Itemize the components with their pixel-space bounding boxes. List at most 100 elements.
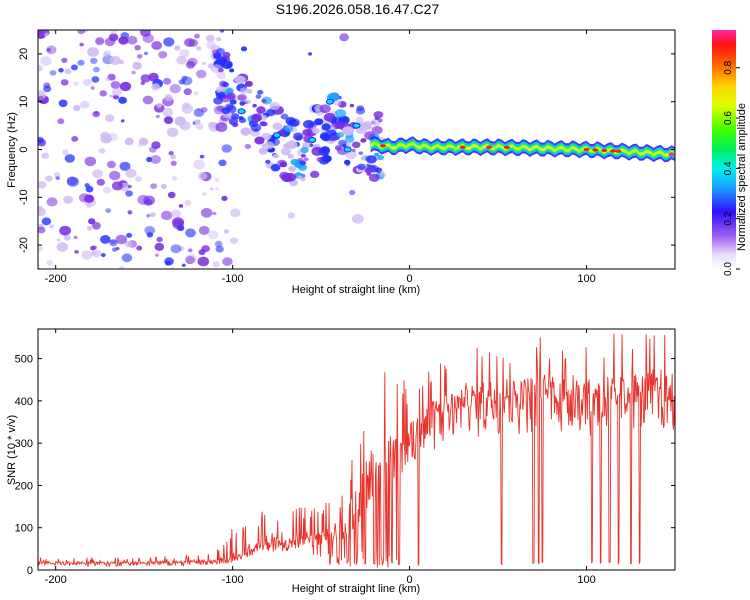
bright-spot [325, 98, 334, 105]
y-tick-label: 0 [18, 146, 30, 152]
noise-blob [207, 230, 219, 240]
noise-blob [193, 159, 206, 170]
noise-blob [46, 260, 53, 266]
transition-blob [290, 158, 299, 166]
colorbar-tick-label: 0.0 [723, 262, 734, 276]
snr-panel: -200 -100 0 100 0 100 200 300 400 500 Height of s… [6, 328, 676, 595]
noise-blob [79, 42, 84, 47]
transition-blob [366, 163, 371, 167]
noise-blob [178, 204, 184, 208]
noise-blob [118, 36, 129, 45]
noise-blob [63, 234, 71, 241]
noise-blob [349, 189, 356, 196]
transition-blob [321, 123, 331, 131]
noise-blob [49, 224, 55, 229]
noise-blob [91, 222, 101, 230]
transition-blob [329, 137, 336, 142]
transition-blob [356, 105, 365, 112]
x-tick-label: -100 [222, 574, 244, 586]
transition-blob [280, 147, 291, 156]
transition-blob [297, 163, 308, 171]
noise-blob [181, 263, 186, 267]
transition-blob [241, 128, 249, 134]
noise-blob [118, 266, 125, 269]
noise-blob [125, 190, 133, 197]
transition-blob [246, 89, 253, 94]
noise-blob [127, 210, 133, 215]
noise-blob [46, 45, 57, 55]
noise-blob [91, 249, 102, 258]
transition-blob [336, 131, 344, 138]
noise-blob [170, 160, 177, 166]
noise-blob [184, 38, 195, 47]
transition-blob [245, 99, 252, 104]
transition-blob [265, 109, 276, 117]
noise-blob [185, 228, 196, 238]
transition-blob [219, 57, 228, 64]
noise-blob [109, 170, 121, 181]
noise-blob [220, 30, 224, 33]
noise-blob [163, 37, 175, 47]
x-tick-label: 100 [577, 574, 595, 586]
snr-x-axis-label: Height of straight line (km) [292, 583, 420, 595]
noise-blob [170, 244, 182, 254]
y-tick-label: 200 [15, 480, 33, 492]
noise-blob [131, 70, 136, 75]
noise-blob [71, 136, 79, 142]
snr-y-axis-label: SNR (10 * v/v) [6, 415, 18, 485]
noise-blob [135, 176, 142, 182]
ridge-peak [583, 147, 590, 152]
transition-blob [345, 150, 357, 160]
noise-blob [184, 199, 192, 206]
transition-blob [373, 111, 384, 119]
noise-blob [172, 219, 184, 230]
noise-blob [162, 107, 174, 117]
noise-blob [103, 186, 112, 194]
noise-blob [138, 137, 149, 146]
noise-blob [62, 149, 69, 155]
transition-blob [229, 99, 237, 105]
noise-blob [127, 184, 132, 189]
noise-blob [99, 90, 108, 97]
noise-blob [92, 245, 98, 250]
transition-blob [234, 75, 246, 84]
transition-blob [272, 122, 283, 130]
noise-blob [58, 99, 68, 108]
transition-blob [349, 103, 355, 108]
noise-blob [163, 77, 172, 85]
noise-blob [90, 86, 95, 90]
transition-blob [288, 165, 297, 172]
transition-blob [226, 92, 236, 100]
noise-blob [199, 154, 205, 159]
noise-blob [100, 133, 112, 144]
y-tick-label: -10 [18, 189, 30, 205]
noise-blob [221, 195, 228, 201]
transition-blob [300, 154, 306, 158]
transition-blob [331, 116, 342, 124]
transition-blob [251, 113, 262, 123]
bright-spot [352, 122, 361, 129]
noise-blob [90, 57, 98, 64]
transition-blob [217, 91, 226, 98]
transition-blob [255, 94, 262, 99]
y-tick-label: -20 [18, 237, 30, 253]
noise-blob [174, 45, 181, 51]
noise-blob [38, 181, 47, 189]
transition-blob [377, 154, 385, 161]
noise-blob [171, 176, 178, 181]
noise-blob [110, 81, 121, 89]
noise-blob [154, 253, 159, 257]
transition-blob [314, 118, 324, 126]
transition-blob [318, 147, 330, 157]
noise-blob [77, 30, 85, 35]
noise-blob [115, 246, 120, 251]
noise-blob [57, 118, 65, 125]
spectrogram-x-axis-label: Height of straight line (km) [292, 284, 420, 296]
noise-blob [66, 176, 79, 187]
noise-blob [200, 107, 208, 113]
noise-blob [86, 226, 93, 231]
noise-blob [352, 214, 364, 224]
transition-blob [334, 145, 342, 151]
